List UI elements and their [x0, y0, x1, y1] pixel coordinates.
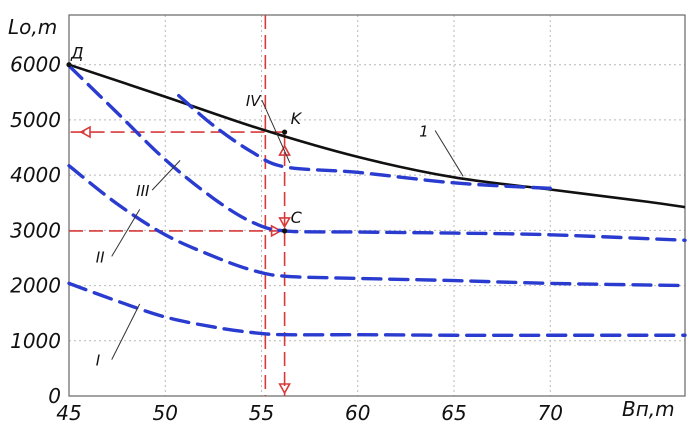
guide-lines [69, 15, 291, 396]
series-line-iii [67, 64, 687, 242]
x-tick-label-45: 45 [56, 401, 81, 425]
series-line-i [67, 281, 687, 338]
y-axis-title: Lо,m [8, 15, 57, 39]
series-line-iv [177, 93, 552, 191]
points: Д K C [66, 44, 303, 234]
point-c [282, 228, 288, 234]
leader-iv [261, 99, 291, 164]
point-k [282, 129, 288, 135]
x-tick-label-50: 50 [153, 401, 178, 425]
point-label-k: K [291, 109, 303, 128]
series-label-i: I [96, 352, 101, 370]
leader-ii [111, 209, 141, 257]
x-tick-label-65: 65 [441, 401, 466, 425]
series [67, 63, 687, 338]
y-tick-label-2000: 2000 [10, 274, 61, 298]
tick-labels: 0 1000 2000 3000 4000 5000 6000 45 50 55 60 65 70 [10, 53, 563, 425]
grid [69, 15, 685, 396]
x-tick-label-70: 70 [538, 401, 563, 425]
series-label-iv: IV [246, 92, 262, 110]
guide-arrow-down-bottom [278, 383, 291, 395]
guide-arrow-right [270, 224, 283, 238]
series-label-iii: III [136, 182, 150, 200]
y-tick-label-1000: 1000 [10, 329, 61, 353]
leader-1 [434, 130, 464, 177]
point-- [66, 62, 72, 68]
series-line-1 [68, 63, 686, 209]
y-tick-label-4000: 4000 [10, 163, 61, 187]
leader-iii [151, 160, 181, 191]
series-label-ii: II [96, 248, 105, 266]
series-line-ii [67, 164, 687, 288]
guide-arrow-up [278, 144, 291, 156]
y-tick-label-0: 0 [48, 384, 61, 408]
plot-frame [68, 14, 686, 397]
y-tick-label-5000: 5000 [10, 108, 61, 132]
x-tick-label-60: 60 [345, 401, 370, 425]
series-label-1: 1 [419, 122, 429, 140]
y-tick-label-6000: 6000 [10, 53, 61, 77]
guide-arrow-down-mid [278, 217, 291, 229]
x-axis-title: Bп,m [622, 397, 675, 421]
x-tick-label-55: 55 [249, 401, 274, 425]
guide-arrow-left [79, 125, 91, 139]
y-tick-label-3000: 3000 [10, 218, 61, 242]
point-label-d: Д [70, 44, 84, 63]
leader-i [111, 303, 141, 360]
point-label-c: C [291, 208, 303, 227]
